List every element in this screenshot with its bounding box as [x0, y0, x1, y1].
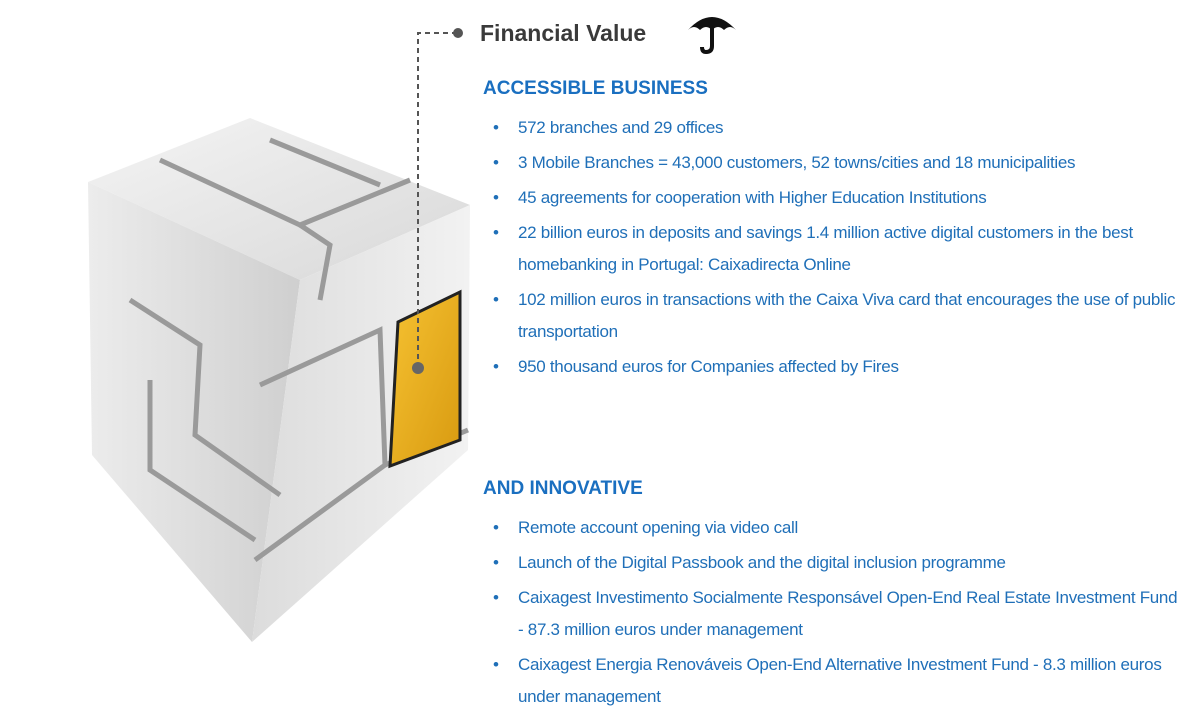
bullet-item: Caixagest Energia Renováveis Open-End Al… — [493, 649, 1178, 713]
bullet-item: 950 thousand euros for Companies affecte… — [493, 351, 1178, 383]
title: Financial Value — [480, 20, 647, 46]
section: AND INNOVATIVE Remote account opening vi… — [483, 478, 1183, 716]
section-heading: AND INNOVATIVE — [483, 478, 643, 499]
bullet-item: 572 branches and 29 offices — [493, 112, 1178, 144]
bullet-item: 22 billion euros in deposits and savings… — [493, 217, 1178, 281]
bullet-item: 45 agreements for cooperation with Highe… — [493, 182, 1178, 214]
bullet-item: 102 million euros in transactions with t… — [493, 284, 1178, 348]
umbrella-icon — [688, 17, 736, 54]
bullet-list: Remote account opening via video callLau… — [483, 512, 1178, 713]
bullet-item: 3 Mobile Branches = 43,000 customers, 52… — [493, 147, 1178, 179]
bullet-item: Remote account opening via video call — [493, 512, 1178, 544]
cube — [88, 118, 470, 642]
bullet-item: Caixagest Investimento Socialmente Respo… — [493, 582, 1178, 646]
section-heading: ACCESSIBLE BUSINESS — [483, 78, 708, 99]
connector — [412, 28, 463, 374]
section: ACCESSIBLE BUSINESS 572 branches and 29 o… — [483, 78, 1183, 386]
bullet-item: Launch of the Digital Passbook and the d… — [493, 547, 1178, 579]
bullet-list: 572 branches and 29 offices3 Mobile Bran… — [483, 112, 1178, 383]
